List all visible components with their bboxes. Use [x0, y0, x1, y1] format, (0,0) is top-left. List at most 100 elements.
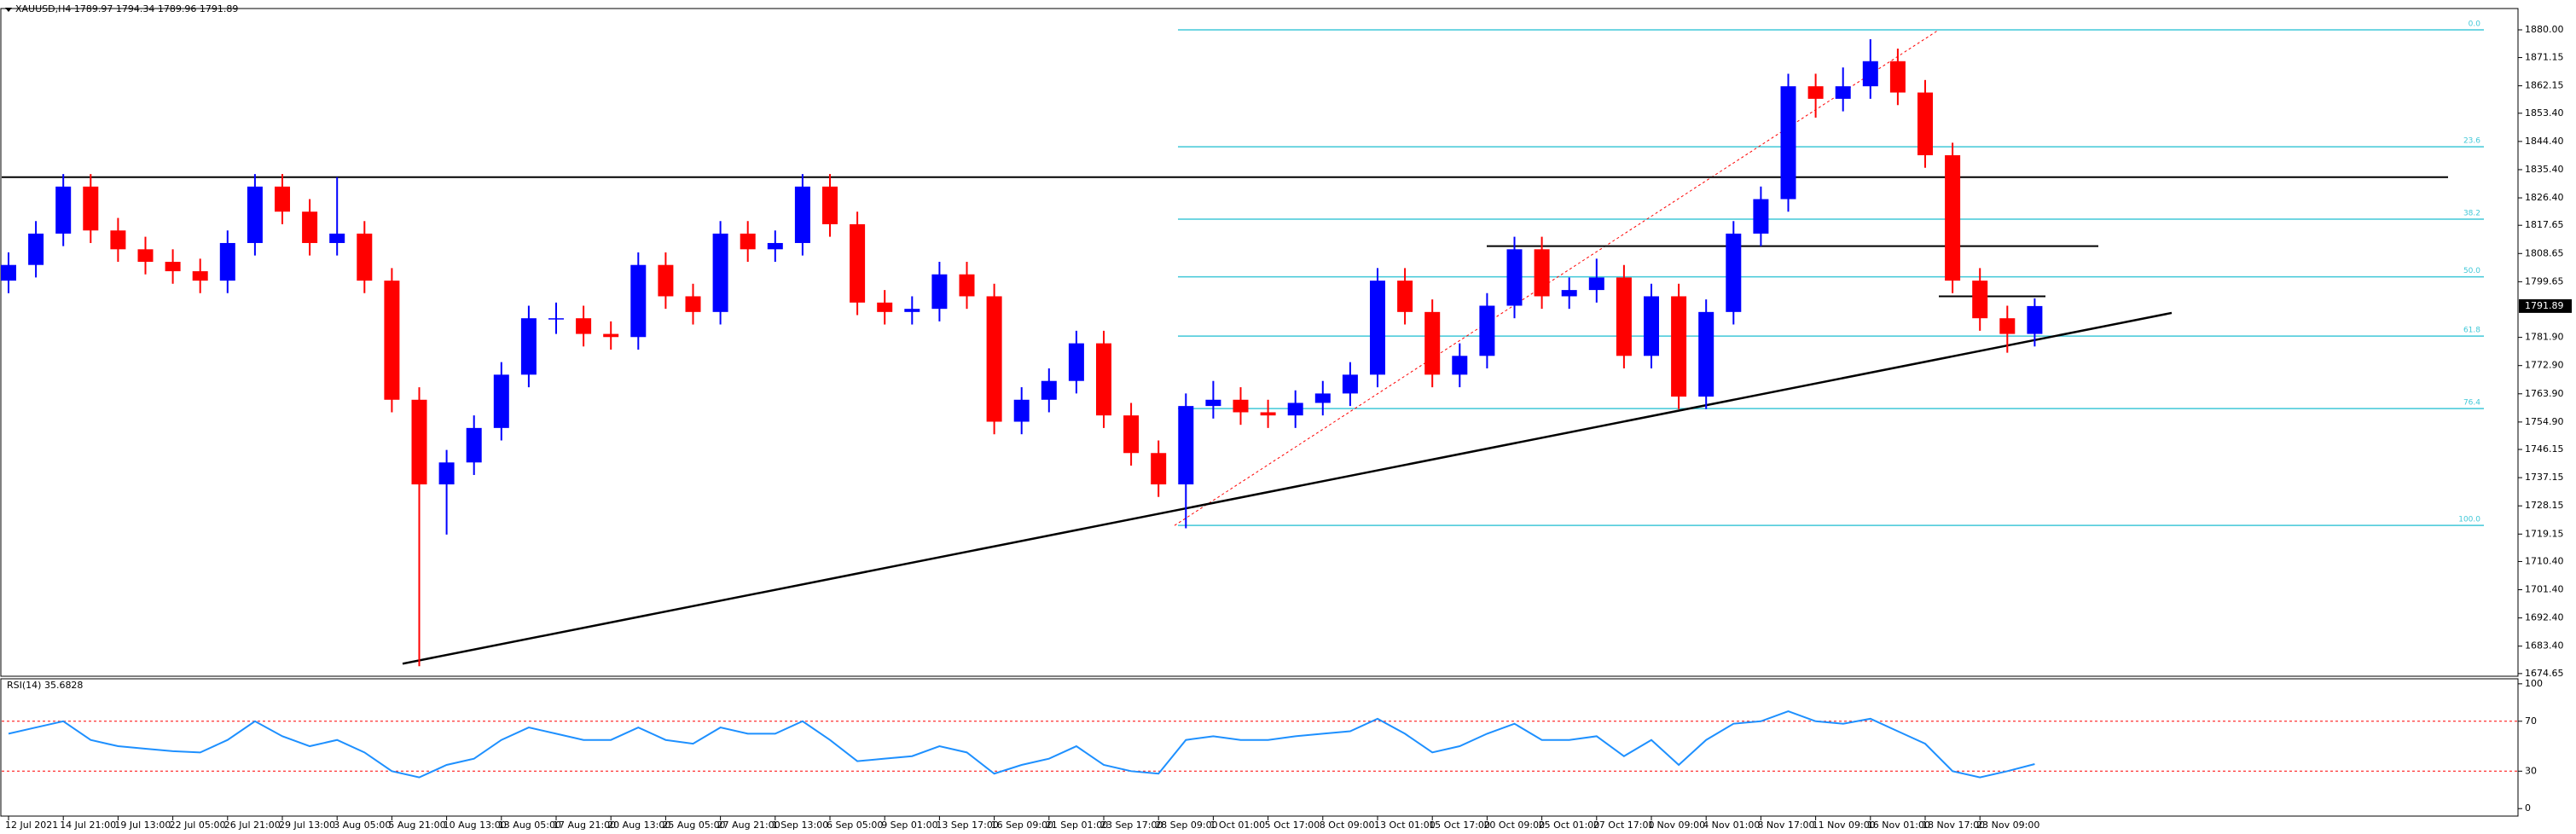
candle-body: [247, 186, 263, 243]
y-tick-label: 1826.40: [2525, 192, 2564, 203]
x-tick-label: 28 Sep 09:00: [1155, 820, 1217, 831]
x-tick-label: 17 Aug 21:00: [553, 820, 616, 831]
candle-body: [28, 233, 44, 265]
x-tick-label: 22 Jul 05:00: [170, 820, 226, 831]
candle-body: [1397, 281, 1413, 312]
y-tick-label: 1754.90: [2525, 416, 2564, 427]
y-tick-label: 1683.40: [2525, 640, 2564, 652]
x-tick-label: 25 Aug 05:00: [662, 820, 725, 831]
candle-body: [1506, 249, 1523, 306]
candle-body: [219, 242, 235, 281]
x-tick-label: 10 Aug 13:00: [444, 820, 507, 831]
x-tick-label: 27 Aug 21:00: [717, 820, 780, 831]
y-tick-label: 1880.00: [2525, 24, 2564, 35]
candle-body: [1534, 249, 1550, 297]
candle-body: [548, 318, 564, 320]
y-tick-label: 1692.40: [2525, 612, 2564, 623]
menu-arrow: [5, 8, 12, 12]
fib-label: 76.4: [2463, 399, 2480, 408]
x-tick-label: 18 Nov 17:00: [1922, 820, 1985, 831]
candle-body: [603, 333, 619, 338]
candle-body: [1013, 399, 1030, 422]
candle-body: [1972, 281, 1988, 319]
candle-body: [1726, 233, 1742, 312]
candle-body: [1671, 296, 1687, 397]
candle-body: [1314, 393, 1331, 403]
x-tick-label: 13 Oct 01:00: [1374, 820, 1436, 831]
y-tick-label: 1844.40: [2525, 136, 2564, 147]
x-tick-label: 20 Aug 13:00: [607, 820, 670, 831]
x-tick-label: 8 Oct 09:00: [1320, 820, 1375, 831]
candle-body: [1370, 281, 1385, 375]
candle-body: [1945, 155, 1961, 281]
candle-body: [329, 233, 345, 243]
candle-body: [137, 249, 154, 263]
y-tick-label: 1799.65: [2525, 275, 2564, 287]
candle-body: [165, 262, 181, 272]
candle-body: [959, 274, 975, 297]
candle-body: [1233, 399, 1249, 413]
y-tick-label: 1835.40: [2525, 164, 2564, 175]
rsi-frame: [0, 678, 2519, 817]
candle-body: [1698, 311, 1714, 397]
x-tick-label: 1 Sep 13:00: [772, 820, 828, 831]
candle-body: [1287, 403, 1303, 416]
x-tick-label: 26 Jul 21:00: [224, 820, 281, 831]
candle-body: [1753, 199, 1769, 234]
y-tick-label: 70: [2525, 715, 2537, 727]
y-tick-label: 1808.65: [2525, 247, 2564, 258]
y-tick-label: 1710.40: [2525, 555, 2564, 566]
x-tick-label: 23 Nov 09:00: [1976, 820, 2039, 831]
x-tick-label: 16 Nov 01:00: [1867, 820, 1930, 831]
trendline: [402, 311, 2173, 665]
fib-label: 50.0: [2463, 267, 2480, 275]
x-tick-label: 8 Nov 17:00: [1757, 820, 1814, 831]
y-tick-label: 1781.90: [2525, 332, 2564, 343]
price-box: [2519, 298, 2572, 313]
x-tick-label: 4 Nov 01:00: [1703, 820, 1760, 831]
candle-body: [1999, 318, 2016, 334]
x-tick-label: 13 Aug 05:00: [498, 820, 561, 831]
y-tick-label: 100: [2525, 678, 2543, 689]
y-tick-label: 30: [2525, 765, 2537, 776]
candle-body: [1889, 61, 1906, 93]
candle-body: [275, 186, 290, 212]
x-tick-label: 5 Oct 17:00: [1265, 820, 1320, 831]
x-tick-label: 19 Jul 13:00: [114, 820, 171, 831]
candle-body: [1205, 399, 1221, 407]
candle-body: [1644, 296, 1659, 356]
candle-body: [1862, 61, 1878, 87]
candle-body: [1588, 277, 1604, 291]
x-tick-label: 6 Sep 05:00: [827, 820, 883, 831]
y-tick-label: 1763.90: [2525, 388, 2564, 399]
candle-body: [1917, 92, 1933, 156]
candle-body: [1096, 343, 1111, 416]
candle-body: [1616, 277, 1632, 356]
candle-body: [1, 264, 16, 281]
rsi-line: [8, 709, 2035, 779]
fib-trend: [1174, 29, 1940, 526]
fib-label: 38.2: [2463, 210, 2480, 218]
fib-label: 61.8: [2463, 327, 2480, 335]
candle-body: [55, 186, 72, 234]
y-tick-label: 1728.15: [2525, 500, 2564, 511]
candle-body: [1807, 86, 1824, 99]
x-tick-label: 27 Oct 17:00: [1593, 820, 1655, 831]
y-tick-label: 1746.15: [2525, 443, 2564, 455]
candle-body: [466, 427, 482, 463]
price-box-label: 1791.89: [2525, 300, 2564, 311]
x-tick-label: 15 Oct 17:00: [1429, 820, 1490, 831]
y-tick-label: 1772.90: [2525, 360, 2564, 371]
y-tick-label: 1674.65: [2525, 668, 2564, 679]
candle-body: [357, 233, 373, 281]
y-tick-label: 1737.15: [2525, 472, 2564, 483]
candle-body: [1178, 406, 1194, 485]
candle-body: [904, 309, 920, 312]
candle-body: [302, 211, 318, 243]
candle-body: [1424, 311, 1441, 375]
x-tick-label: 3 Aug 05:00: [334, 820, 391, 831]
y-tick-label: 0: [2525, 802, 2531, 814]
rsi-title: RSI(14) 35.6828: [7, 680, 83, 691]
candle-body: [438, 462, 455, 485]
